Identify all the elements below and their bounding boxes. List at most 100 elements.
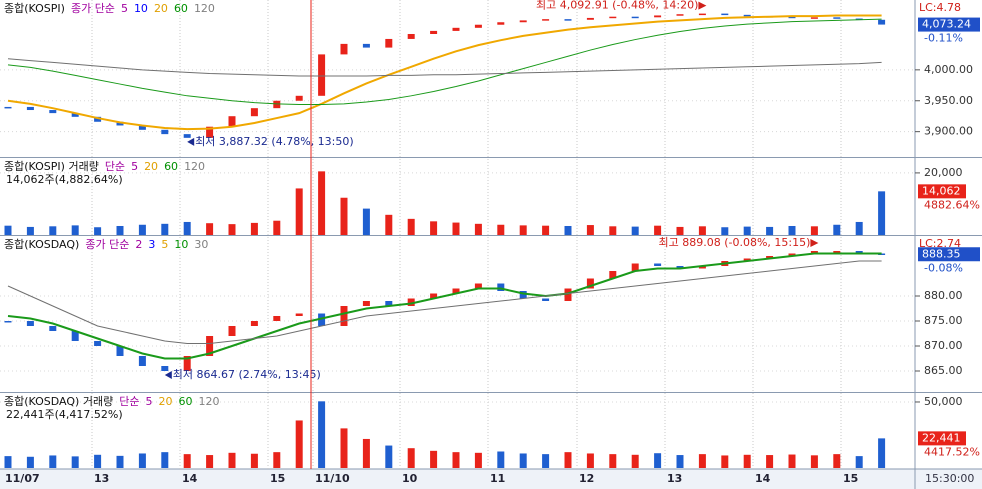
volume-bar xyxy=(183,221,191,235)
volume-bar xyxy=(766,226,774,235)
volume-bar xyxy=(542,225,550,235)
volume-bar xyxy=(631,226,639,235)
panel-title: 종합(KOSPI) xyxy=(4,2,65,15)
candle xyxy=(407,33,415,39)
x-tick-label: 13 xyxy=(667,472,682,485)
volume-bar xyxy=(71,456,79,468)
low-arrow xyxy=(187,137,195,146)
x-tick-label: 14 xyxy=(182,472,198,485)
ma-title: 단순 xyxy=(105,160,125,173)
candle xyxy=(407,298,415,306)
candle xyxy=(743,14,751,17)
change-label: 4417.52% xyxy=(924,445,980,458)
candle xyxy=(4,321,12,323)
ma-period: 5 xyxy=(131,160,138,173)
candle xyxy=(833,17,841,19)
volume-bar xyxy=(26,226,34,235)
volume-bar xyxy=(833,454,841,468)
ma-title: 단순 xyxy=(119,395,139,408)
candle xyxy=(497,22,505,25)
last-price: 4,073.24 xyxy=(922,18,971,31)
last-volume-box xyxy=(918,431,966,446)
candle xyxy=(698,266,706,269)
volume-bar xyxy=(49,226,57,235)
volume-bar xyxy=(474,452,482,468)
panel-header: 종합(KOSDAQ) 종가 단순 2 3 5 10 30 xyxy=(4,238,208,251)
low-annotation: 최저 864.67 (2.74%, 13:45) xyxy=(173,368,321,381)
candle xyxy=(362,43,370,48)
candle xyxy=(698,13,706,16)
x-tick-label: 11 xyxy=(490,472,505,485)
last-price-box xyxy=(918,17,980,32)
lc-label: LC:4.78 xyxy=(919,1,961,14)
high-arrow xyxy=(810,239,819,247)
volume-bar xyxy=(71,225,79,235)
volume-bar xyxy=(250,222,258,235)
volume-bar xyxy=(116,455,124,468)
volume-bar xyxy=(542,454,550,468)
candle xyxy=(206,126,214,138)
candle xyxy=(654,15,662,18)
candle xyxy=(474,24,482,28)
ma-period: 3 xyxy=(148,238,155,251)
candle xyxy=(318,54,326,96)
moving-average xyxy=(7,14,882,131)
volume-bar xyxy=(586,225,594,235)
volume-bar xyxy=(385,214,393,235)
y-tick-label: 865.00 xyxy=(924,364,963,377)
volume-bar xyxy=(788,225,796,235)
candle xyxy=(340,43,348,55)
x-tick-label: 14 xyxy=(755,472,771,485)
y-tick-label: 3,900.00 xyxy=(924,125,973,138)
volume-bar xyxy=(430,221,438,235)
ma-period: 5 xyxy=(121,2,128,15)
candle xyxy=(788,16,796,19)
candle xyxy=(49,326,57,331)
candle xyxy=(564,19,572,21)
volume-bar xyxy=(855,456,863,468)
volume-info: 22,441주(4,417.52%) xyxy=(6,408,123,421)
ma-period: 20 xyxy=(144,160,158,173)
volume-bar xyxy=(631,454,639,468)
volume-bar xyxy=(116,225,124,235)
high-arrow xyxy=(698,1,707,10)
candle xyxy=(71,331,79,341)
volume-bar xyxy=(810,455,818,468)
low-annotation: 최저 3,887.32 (4.78%, 13:50) xyxy=(195,135,353,148)
candle xyxy=(250,108,258,117)
volume-bar xyxy=(452,222,460,235)
volume-bar xyxy=(743,226,751,235)
volume-bar xyxy=(474,223,482,235)
volume-bar xyxy=(138,224,146,235)
volume-bar xyxy=(228,224,236,235)
volume-bar xyxy=(206,455,214,468)
candle xyxy=(4,106,12,109)
candle xyxy=(743,258,751,261)
candle xyxy=(183,356,191,371)
volume-bar xyxy=(318,401,326,468)
candle xyxy=(26,106,34,111)
volume-bar xyxy=(833,224,841,235)
volume-bar xyxy=(161,452,169,468)
candle xyxy=(676,266,684,269)
ma-period: 60 xyxy=(178,395,192,408)
x-tick-label: 15 xyxy=(843,472,858,485)
y-tick-label: 3,950.00 xyxy=(924,94,973,107)
volume-bar xyxy=(26,456,34,468)
volume-bar xyxy=(878,191,886,235)
panel-header: 종합(KOSDAQ) 거래량 단순 5 20 60 120 xyxy=(4,395,219,408)
last-volume-box xyxy=(918,184,966,199)
candle xyxy=(519,291,527,299)
volume-bar xyxy=(698,226,706,235)
candle xyxy=(49,110,57,114)
change-label: -0.08% xyxy=(924,261,963,274)
volume-bar xyxy=(340,428,348,468)
volume-bar xyxy=(654,453,662,468)
candle xyxy=(295,313,303,316)
volume-bar xyxy=(721,455,729,468)
ma-period: 20 xyxy=(158,395,172,408)
volume-bar xyxy=(362,438,370,468)
volume-bar xyxy=(4,225,12,235)
candle xyxy=(94,341,102,346)
